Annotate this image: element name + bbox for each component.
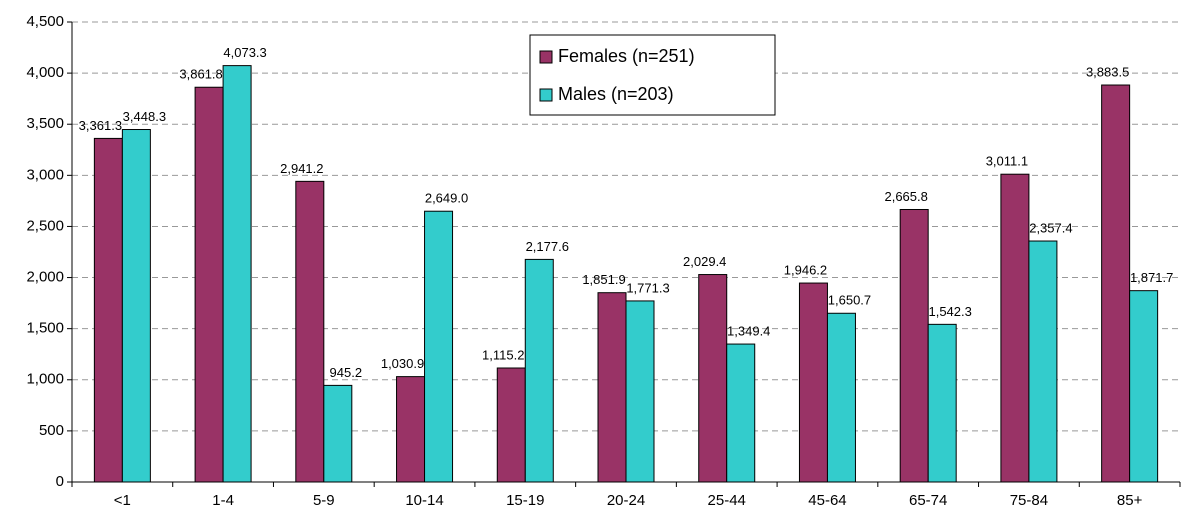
legend-swatch bbox=[539, 88, 553, 102]
bar bbox=[1000, 173, 1030, 483]
bar bbox=[1028, 240, 1058, 483]
bar bbox=[496, 367, 526, 483]
value-label: 3,861.8 bbox=[179, 67, 222, 82]
bar bbox=[899, 208, 929, 483]
value-label: 1,946.2 bbox=[784, 262, 827, 277]
bar bbox=[222, 65, 252, 483]
value-label: 1,349.4 bbox=[727, 323, 770, 338]
value-label: 3,883.5 bbox=[1086, 64, 1129, 79]
x-tick-label: 1-4 bbox=[212, 492, 234, 509]
bar bbox=[396, 376, 426, 483]
x-tick-label: 15-19 bbox=[506, 492, 544, 509]
value-label: 1,650.7 bbox=[828, 293, 871, 308]
y-tick-label: 2,000 bbox=[26, 269, 64, 286]
value-label: 3,448.3 bbox=[123, 109, 166, 124]
value-label: 2,665.8 bbox=[884, 189, 927, 204]
value-label: 2,941.2 bbox=[280, 161, 323, 176]
value-label: 1,030.9 bbox=[381, 356, 424, 371]
bar bbox=[424, 210, 454, 483]
legend-label: Females (n=251) bbox=[558, 46, 695, 66]
bar bbox=[121, 129, 151, 483]
bar bbox=[93, 137, 123, 483]
bar bbox=[323, 384, 353, 483]
value-label: 2,177.6 bbox=[526, 239, 569, 254]
legend-swatch bbox=[539, 50, 553, 64]
value-label: 1,115.2 bbox=[482, 347, 524, 362]
value-label: 3,361.3 bbox=[79, 118, 122, 133]
value-label: 3,011.1 bbox=[986, 154, 1028, 169]
value-label: 2,357.4 bbox=[1029, 220, 1072, 235]
y-tick-label: 1,000 bbox=[26, 371, 64, 388]
value-label: 2,029.4 bbox=[683, 254, 726, 269]
y-tick-label: 2,500 bbox=[26, 217, 64, 234]
x-tick-label: 20-24 bbox=[607, 492, 645, 509]
legend-label: Males (n=203) bbox=[558, 84, 674, 104]
bar bbox=[524, 258, 554, 483]
value-label: 1,871.7 bbox=[1130, 270, 1173, 285]
value-label: 1,851.9 bbox=[582, 272, 625, 287]
bar bbox=[698, 274, 728, 483]
x-tick-label: 85+ bbox=[1117, 492, 1143, 509]
y-tick-label: 4,500 bbox=[26, 13, 64, 30]
bar bbox=[295, 180, 325, 483]
y-tick-label: 0 bbox=[56, 473, 64, 490]
bar bbox=[1101, 84, 1131, 483]
value-label: 1,771.3 bbox=[626, 280, 669, 295]
x-tick-label: 5-9 bbox=[313, 492, 335, 509]
value-label: 1,542.3 bbox=[928, 304, 971, 319]
bar bbox=[194, 86, 224, 483]
y-tick-label: 500 bbox=[39, 422, 64, 439]
bar bbox=[726, 343, 756, 483]
y-tick-label: 1,500 bbox=[26, 320, 64, 337]
legend-box bbox=[529, 34, 776, 116]
x-tick-label: <1 bbox=[114, 492, 131, 509]
bar bbox=[927, 323, 957, 483]
x-tick-label: 75-84 bbox=[1010, 492, 1048, 509]
x-tick-label: 25-44 bbox=[708, 492, 746, 509]
y-tick-label: 4,000 bbox=[26, 64, 64, 81]
bar bbox=[597, 292, 627, 483]
value-label: 945.2 bbox=[330, 365, 363, 380]
bar bbox=[798, 282, 828, 483]
value-label: 2,649.0 bbox=[425, 191, 468, 206]
x-tick-label: 10-14 bbox=[405, 492, 443, 509]
value-label: 4,073.3 bbox=[223, 45, 266, 60]
bar bbox=[1129, 290, 1159, 483]
x-tick-label: 45-64 bbox=[808, 492, 846, 509]
bar bbox=[625, 300, 655, 483]
bar bbox=[826, 312, 856, 483]
x-tick-label: 65-74 bbox=[909, 492, 947, 509]
y-tick-label: 3,000 bbox=[26, 166, 64, 183]
y-tick-label: 3,500 bbox=[26, 115, 64, 132]
